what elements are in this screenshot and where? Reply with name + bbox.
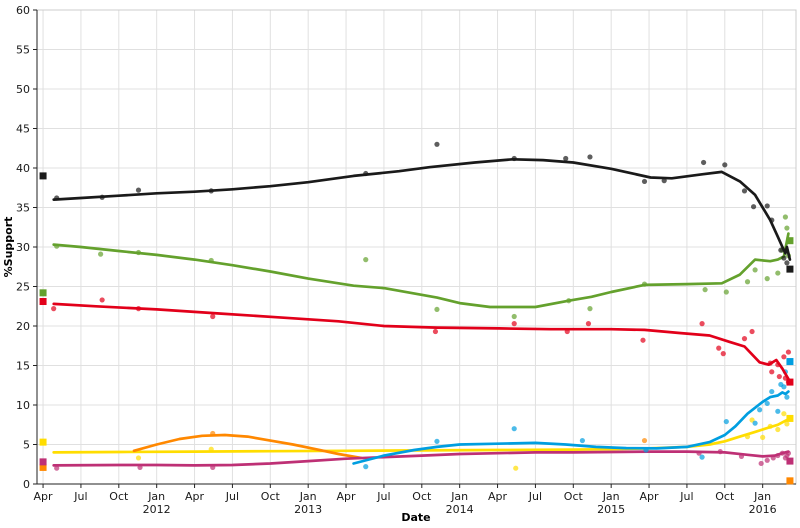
svg-text:Jan: Jan	[602, 490, 620, 503]
svg-text:Jul: Jul	[73, 490, 87, 503]
series-sky-blue	[352, 369, 790, 470]
svg-text:Apr: Apr	[337, 490, 357, 503]
data-series	[51, 141, 792, 471]
svg-text:Oct: Oct	[412, 490, 432, 503]
axes	[33, 9, 797, 488]
svg-text:Jan: Jan	[299, 490, 317, 503]
result-marker-yellow	[786, 414, 794, 422]
svg-text:2015: 2015	[597, 503, 625, 516]
x-axis-title: Date	[401, 511, 430, 524]
svg-text:10: 10	[16, 399, 30, 412]
svg-text:Jan: Jan	[753, 490, 771, 503]
svg-text:0: 0	[23, 478, 30, 491]
gridlines	[37, 9, 796, 484]
svg-text:40: 40	[16, 162, 30, 175]
svg-text:15: 15	[16, 360, 30, 373]
svg-text:Oct: Oct	[564, 490, 584, 503]
series-black	[52, 141, 792, 266]
result-markers	[39, 172, 794, 485]
svg-text:30: 30	[16, 241, 30, 254]
result-marker-sky-blue	[786, 358, 794, 366]
svg-text:Oct: Oct	[261, 490, 281, 503]
svg-text:Apr: Apr	[488, 490, 508, 503]
svg-text:Jan: Jan	[147, 490, 165, 503]
svg-text:45: 45	[16, 123, 30, 136]
result-marker-orange	[786, 477, 794, 485]
result-marker-black	[39, 172, 47, 180]
svg-text:25: 25	[16, 281, 30, 294]
series-magenta	[52, 449, 792, 471]
result-marker-green	[786, 237, 794, 245]
svg-text:Apr: Apr	[185, 490, 205, 503]
result-marker-red	[786, 378, 794, 386]
svg-text:2016: 2016	[749, 503, 777, 516]
series-red	[51, 297, 792, 385]
svg-text:Jul: Jul	[225, 490, 239, 503]
svg-text:20: 20	[16, 320, 30, 333]
result-marker-orange	[39, 463, 47, 471]
result-marker-red	[39, 298, 47, 306]
svg-text:Oct: Oct	[715, 490, 735, 503]
series-orange	[132, 430, 648, 460]
svg-text:50: 50	[16, 83, 30, 96]
result-marker-magenta	[786, 457, 794, 465]
svg-text:Jan: Jan	[450, 490, 468, 503]
svg-text:Jul: Jul	[679, 490, 693, 503]
result-marker-green	[39, 289, 47, 297]
svg-text:Apr: Apr	[640, 490, 660, 503]
svg-text:55: 55	[16, 44, 30, 57]
result-marker-magenta	[39, 458, 47, 466]
svg-text:2013: 2013	[294, 503, 322, 516]
series-green	[52, 214, 792, 320]
svg-text:Jul: Jul	[376, 490, 390, 503]
svg-text:Oct: Oct	[109, 490, 129, 503]
svg-text:Apr: Apr	[34, 490, 54, 503]
result-marker-yellow	[39, 438, 47, 446]
svg-text:60: 60	[16, 4, 30, 17]
result-marker-black	[786, 265, 794, 273]
svg-text:35: 35	[16, 202, 30, 215]
y-axis-title: %Support	[2, 217, 15, 278]
svg-text:5: 5	[23, 439, 30, 452]
svg-text:Jul: Jul	[528, 490, 542, 503]
svg-text:2012: 2012	[143, 503, 171, 516]
svg-text:2014: 2014	[446, 503, 474, 516]
